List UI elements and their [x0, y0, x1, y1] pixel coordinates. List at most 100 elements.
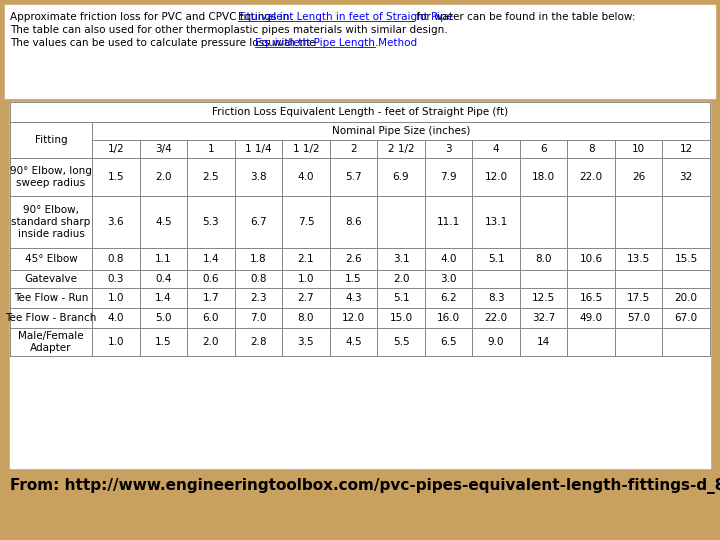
- Text: 22.0: 22.0: [485, 313, 508, 323]
- Text: 2.0: 2.0: [392, 274, 409, 284]
- Text: 1.5: 1.5: [107, 172, 124, 182]
- Text: 5.5: 5.5: [392, 337, 409, 347]
- Text: 6.5: 6.5: [440, 337, 457, 347]
- Text: 4.0: 4.0: [107, 313, 124, 323]
- Text: 3: 3: [445, 144, 452, 154]
- Text: Tee Flow - Branch: Tee Flow - Branch: [5, 313, 96, 323]
- Text: 13.5: 13.5: [627, 254, 650, 264]
- Text: 6.2: 6.2: [440, 293, 457, 303]
- Text: 1/2: 1/2: [107, 144, 124, 154]
- Text: 12: 12: [680, 144, 693, 154]
- Text: 1 1/2: 1 1/2: [292, 144, 319, 154]
- Text: 5.1: 5.1: [392, 293, 409, 303]
- Text: 2.0: 2.0: [202, 337, 219, 347]
- Text: The values can be used to calculate pressure loss with the: The values can be used to calculate pres…: [10, 38, 319, 48]
- Text: 1.0: 1.0: [297, 274, 314, 284]
- Text: 3.5: 3.5: [297, 337, 314, 347]
- Text: 2.0: 2.0: [155, 172, 171, 182]
- Text: 3/4: 3/4: [155, 144, 171, 154]
- Text: 90° Elbow, long
sweep radius: 90° Elbow, long sweep radius: [10, 166, 92, 188]
- Text: 11.1: 11.1: [437, 217, 460, 227]
- Text: 32: 32: [680, 172, 693, 182]
- Text: 0.4: 0.4: [155, 274, 171, 284]
- Text: 6.9: 6.9: [392, 172, 409, 182]
- Text: 20.0: 20.0: [675, 293, 698, 303]
- Text: 15.0: 15.0: [390, 313, 413, 323]
- Text: 0.8: 0.8: [107, 254, 124, 264]
- Text: 1.1: 1.1: [155, 254, 171, 264]
- Text: 15.5: 15.5: [675, 254, 698, 264]
- Text: .: .: [375, 38, 379, 48]
- Text: 4.5: 4.5: [155, 217, 171, 227]
- Text: 6: 6: [540, 144, 547, 154]
- Text: 2.6: 2.6: [345, 254, 361, 264]
- Text: 0.8: 0.8: [250, 274, 266, 284]
- Text: 14: 14: [537, 337, 550, 347]
- Text: 1 1/4: 1 1/4: [245, 144, 271, 154]
- Text: 8.0: 8.0: [297, 313, 314, 323]
- Text: 4: 4: [492, 144, 500, 154]
- Text: From: http://www.engineeringtoolbox.com/pvc-pipes-equivalent-length-fittings-d_8: From: http://www.engineeringtoolbox.com/…: [10, 478, 720, 494]
- Text: 5.0: 5.0: [155, 313, 171, 323]
- Text: 1.7: 1.7: [202, 293, 219, 303]
- Text: 8: 8: [588, 144, 595, 154]
- Text: 1.8: 1.8: [250, 254, 266, 264]
- Text: 5.3: 5.3: [202, 217, 219, 227]
- Text: The table can also used for other thermoplastic pipes materials with similar des: The table can also used for other thermo…: [10, 25, 448, 35]
- Text: 3.6: 3.6: [107, 217, 124, 227]
- Text: 26: 26: [632, 172, 645, 182]
- Text: 7.9: 7.9: [440, 172, 457, 182]
- Text: Gatevalve: Gatevalve: [24, 274, 78, 284]
- Text: 2.5: 2.5: [202, 172, 219, 182]
- Text: 6.0: 6.0: [202, 313, 219, 323]
- Text: 9.0: 9.0: [488, 337, 504, 347]
- Bar: [10, 102, 710, 468]
- Text: 2: 2: [350, 144, 357, 154]
- Text: Equivalent Length in feet of Straight Pipe: Equivalent Length in feet of Straight Pi…: [238, 12, 454, 22]
- Text: Equivalent Pipe Length Method: Equivalent Pipe Length Method: [255, 38, 417, 48]
- Text: 5.1: 5.1: [487, 254, 505, 264]
- Text: 0.3: 0.3: [107, 274, 124, 284]
- Text: 8.0: 8.0: [536, 254, 552, 264]
- Text: 22.0: 22.0: [580, 172, 603, 182]
- Text: Fitting: Fitting: [35, 135, 67, 145]
- Text: 0.6: 0.6: [202, 274, 219, 284]
- Text: 3.1: 3.1: [392, 254, 409, 264]
- Text: for water can be found in the table below:: for water can be found in the table belo…: [413, 12, 635, 22]
- Text: 3.8: 3.8: [250, 172, 266, 182]
- Text: 16.0: 16.0: [437, 313, 460, 323]
- Text: 1.5: 1.5: [345, 274, 361, 284]
- Text: 6.7: 6.7: [250, 217, 266, 227]
- Text: Nominal Pipe Size (inches): Nominal Pipe Size (inches): [332, 126, 470, 136]
- Text: 17.5: 17.5: [627, 293, 650, 303]
- Text: 7.5: 7.5: [297, 217, 314, 227]
- Text: 1: 1: [207, 144, 214, 154]
- Text: 12.0: 12.0: [485, 172, 508, 182]
- Text: 7.0: 7.0: [250, 313, 266, 323]
- Text: 90° Elbow,
standard sharp
inside radius: 90° Elbow, standard sharp inside radius: [12, 205, 91, 239]
- Text: 18.0: 18.0: [532, 172, 555, 182]
- Text: 4.0: 4.0: [441, 254, 456, 264]
- Text: 8.3: 8.3: [487, 293, 505, 303]
- Text: 45° Elbow: 45° Elbow: [24, 254, 77, 264]
- Text: 16.5: 16.5: [580, 293, 603, 303]
- Text: 1.0: 1.0: [107, 337, 124, 347]
- Text: 3.0: 3.0: [441, 274, 456, 284]
- Text: 12.5: 12.5: [532, 293, 555, 303]
- Text: Approximate friction loss for PVC and CPVC fittings in: Approximate friction loss for PVC and CP…: [10, 12, 292, 22]
- Text: 13.1: 13.1: [485, 217, 508, 227]
- Text: 4.5: 4.5: [345, 337, 361, 347]
- Text: 8.6: 8.6: [345, 217, 361, 227]
- Text: 10.6: 10.6: [580, 254, 603, 264]
- Text: 67.0: 67.0: [675, 313, 698, 323]
- Text: 12.0: 12.0: [342, 313, 365, 323]
- Text: 4.0: 4.0: [297, 172, 314, 182]
- Text: Male/Female
Adapter: Male/Female Adapter: [18, 331, 84, 353]
- Bar: [5, 5, 715, 98]
- Text: 4.3: 4.3: [345, 293, 361, 303]
- Text: 1.4: 1.4: [202, 254, 219, 264]
- Text: 2.1: 2.1: [297, 254, 314, 264]
- Text: 10: 10: [632, 144, 645, 154]
- Text: Tee Flow - Run: Tee Flow - Run: [14, 293, 88, 303]
- Text: 2 1/2: 2 1/2: [387, 144, 414, 154]
